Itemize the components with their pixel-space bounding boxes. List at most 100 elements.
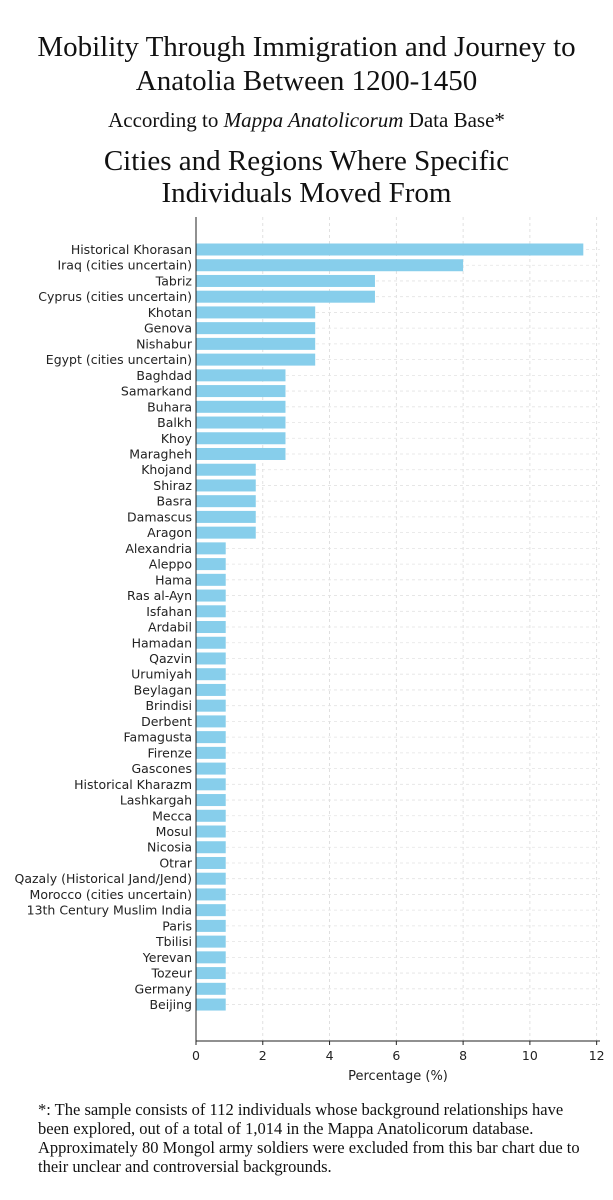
category-label: Khotan — [148, 305, 192, 320]
category-label: Damascus — [127, 509, 192, 524]
category-label: Urumiyah — [131, 667, 192, 682]
category-label: Beylagan — [134, 682, 192, 697]
x-tick-label: 8 — [459, 1048, 467, 1063]
category-label: Nicosia — [147, 840, 192, 855]
category-label: Derbent — [141, 714, 192, 729]
bar — [196, 463, 256, 476]
bar — [196, 967, 226, 980]
x-tick-label: 6 — [392, 1048, 400, 1063]
category-label: Samarkand — [121, 384, 192, 399]
category-label: Historical Kharazm — [74, 777, 192, 792]
bar — [196, 385, 286, 398]
category-label: 13th Century Muslim India — [27, 903, 192, 918]
x-axis-label: Percentage (%) — [348, 1069, 448, 1084]
x-tick-label: 12 — [589, 1048, 605, 1063]
bar — [196, 731, 226, 744]
page-subtitle: According to Mappa Anatolicorum Data Bas… — [0, 107, 613, 133]
bar — [196, 872, 226, 885]
category-label: Tozeur — [151, 966, 193, 981]
chart-title-line-2: Individuals Moved From — [161, 177, 452, 209]
category-label: Aleppo — [149, 557, 192, 572]
page-title: Mobility Through Immigration and Journey… — [0, 30, 613, 98]
bar — [196, 259, 464, 272]
subtitle-suffix: Data Base* — [403, 108, 505, 132]
bar — [196, 589, 226, 602]
x-tick-label: 0 — [192, 1048, 200, 1063]
bar — [196, 306, 316, 319]
bar — [196, 495, 256, 508]
category-label: Khojand — [141, 462, 192, 477]
category-label: Otrar — [159, 855, 193, 870]
category-label: Germany — [135, 981, 193, 996]
bar — [196, 605, 226, 618]
chart-title: Cities and Regions Where Specific Indivi… — [0, 145, 613, 209]
category-label: Historical Khorasan — [71, 242, 192, 257]
category-label: Mosul — [156, 824, 192, 839]
bar — [196, 526, 256, 539]
bar — [196, 856, 226, 869]
category-label: Firenze — [148, 745, 193, 760]
category-label: Hama — [155, 572, 192, 587]
bar — [196, 904, 226, 917]
bar — [196, 290, 375, 303]
bar — [196, 919, 226, 932]
category-label: Beijing — [149, 997, 192, 1012]
bar — [196, 369, 286, 382]
bar — [196, 542, 226, 555]
title-line-1: Mobility Through Immigration and Journey… — [37, 31, 576, 63]
bar — [196, 400, 286, 413]
bar — [196, 337, 316, 350]
bar — [196, 778, 226, 791]
category-label: Genova — [144, 321, 192, 336]
category-label: Morocco (cities uncertain) — [30, 887, 192, 902]
category-label: Buhara — [147, 399, 192, 414]
bar — [196, 636, 226, 649]
subtitle-prefix: According to — [108, 108, 224, 132]
category-label: Ardabil — [148, 620, 192, 635]
bar — [196, 715, 226, 728]
bar — [196, 353, 316, 366]
bar — [196, 951, 226, 964]
category-label: Maragheh — [129, 446, 192, 461]
category-label: Paris — [162, 918, 192, 933]
category-label: Aragon — [147, 525, 192, 540]
bar — [196, 998, 226, 1011]
x-tick-label: 10 — [522, 1048, 538, 1063]
bar — [196, 982, 226, 995]
bar — [196, 809, 226, 822]
category-label: Shiraz — [153, 478, 192, 493]
x-tick-label: 2 — [259, 1048, 267, 1063]
bar — [196, 746, 226, 759]
category-label: Basra — [156, 494, 192, 509]
bar — [196, 510, 256, 523]
bar — [196, 573, 226, 586]
bar — [196, 652, 226, 665]
category-label: Yerevan — [142, 950, 192, 965]
footnote: *: The sample consists of 112 individual… — [38, 1100, 580, 1176]
title-line-2: Anatolia Between 1200-1450 — [135, 65, 478, 97]
bar — [196, 668, 226, 681]
category-label: Tbilisi — [155, 934, 192, 949]
category-label: Isfahan — [146, 604, 192, 619]
category-label: Balkh — [157, 415, 192, 430]
chart-title-line-1: Cities and Regions Where Specific — [103, 145, 510, 177]
category-label: Nishabur — [136, 336, 193, 351]
bar — [196, 841, 226, 854]
bar — [196, 322, 316, 335]
category-label: Hamadan — [132, 635, 192, 650]
subtitle-italic: Mappa Anatolicorum — [223, 108, 404, 132]
category-label: Iraq (cities uncertain) — [57, 258, 192, 273]
category-label: Cyprus (cities uncertain) — [38, 289, 192, 304]
category-label: Lashkargah — [120, 793, 192, 808]
category-label: Gascones — [131, 761, 192, 776]
bar — [196, 432, 286, 445]
category-label: Qazvin — [149, 651, 192, 666]
category-label: Alexandria — [125, 541, 192, 556]
x-tick-label: 4 — [326, 1048, 334, 1063]
bar — [196, 447, 286, 460]
bar — [196, 243, 584, 256]
bar — [196, 621, 226, 634]
category-label: Baghdad — [136, 368, 192, 383]
bar — [196, 794, 226, 807]
